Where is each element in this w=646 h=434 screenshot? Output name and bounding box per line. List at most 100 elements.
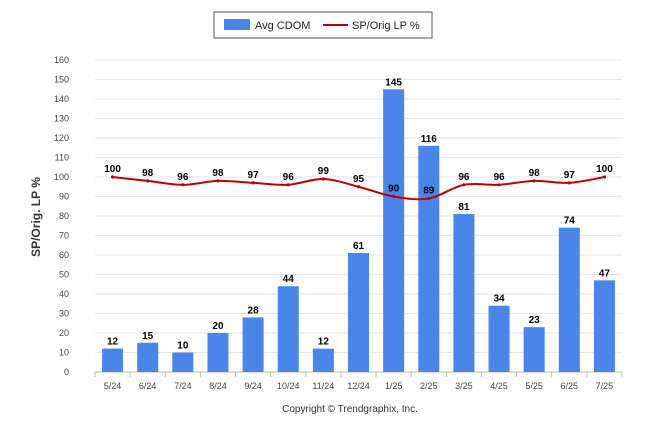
bar-7-25	[593, 280, 615, 372]
bar-value-label: 10	[177, 341, 189, 352]
y-tick-label: 130	[54, 114, 69, 124]
line-value-label: 97	[248, 170, 260, 181]
bar-8-24	[207, 333, 229, 372]
y-tick-label: 50	[59, 270, 69, 280]
legend: Avg CDOM SP/Orig LP %	[213, 11, 433, 39]
line-value-label: 90	[388, 184, 400, 195]
bar-9-24	[242, 317, 264, 372]
bar-11-24	[312, 348, 334, 372]
y-tick-label: 140	[54, 94, 69, 104]
y-tick-label: 160	[54, 55, 69, 65]
line-point	[462, 183, 466, 187]
bar-value-label: 47	[599, 268, 611, 279]
line-point	[181, 183, 185, 187]
bar-value-label: 61	[353, 241, 365, 252]
y-tick-label: 100	[54, 172, 69, 182]
y-tick-label: 110	[55, 153, 69, 163]
x-tick-label: 6/24	[139, 381, 157, 391]
bar-7-24	[172, 352, 194, 372]
bar-series	[102, 89, 615, 372]
legend-swatch-bar	[224, 19, 250, 30]
x-axis-ticks: 5/24 6/24 7/24 8/24 9/24 10/24 11/24 12/24 1/25 2…	[94, 372, 623, 391]
line-point	[251, 181, 255, 185]
y-tick-label: 80	[59, 211, 69, 221]
bar-4-25	[488, 305, 510, 372]
bar-value-label: 74	[564, 216, 576, 227]
y-tick-label: 70	[59, 231, 69, 241]
x-tick-label: 8/24	[209, 381, 227, 391]
x-tick-label: 4/25	[490, 381, 508, 391]
y-tick-label: 30	[59, 309, 69, 319]
y-tick-label: 90	[59, 192, 69, 202]
line-value-label: 100	[596, 164, 613, 175]
bar-12-24	[348, 253, 369, 372]
x-tick-label: 1/25	[385, 381, 403, 391]
bar-6-24	[137, 342, 159, 372]
y-tick-label: 60	[59, 250, 69, 260]
line-value-label: 100	[104, 164, 121, 175]
bar-6-25	[558, 227, 580, 372]
bar-10-24	[277, 286, 299, 372]
bar-value-label: 28	[248, 305, 260, 316]
bar-value-label: 12	[107, 337, 119, 348]
bar-value-label: 44	[283, 274, 295, 285]
line-point	[427, 196, 431, 201]
copyright-credit: Copyright © Trendgraphix, Inc.	[282, 404, 418, 415]
bar-value-label: 145	[385, 77, 402, 88]
line-value-label: 96	[458, 172, 470, 183]
line-point	[532, 179, 536, 183]
y-tick-label: 150	[54, 75, 69, 85]
line-point	[356, 185, 361, 189]
y-tick-label: 40	[59, 289, 69, 299]
line-point	[392, 194, 396, 199]
line-point	[567, 181, 571, 185]
x-tick-label: 3/25	[455, 381, 473, 391]
bar-value-label: 116	[421, 134, 438, 145]
y-tick-label: 10	[59, 348, 69, 358]
y-axis-ticks: 0 10 20 30 40 50 60 70 80 90 100 110 120 130 140 150 160	[54, 55, 69, 377]
bar-value-label: 20	[212, 321, 224, 332]
line-value-label: 89	[423, 185, 435, 196]
y-axis-title: SP/Orig. LP %	[29, 177, 43, 257]
line-value-label: 96	[177, 172, 189, 183]
x-tick-label: 2/25	[420, 381, 438, 391]
bar-5-24	[102, 348, 124, 372]
line-series	[110, 175, 607, 201]
x-tick-label: 5/24	[104, 381, 122, 391]
x-tick-label: 10/24	[277, 381, 300, 391]
line-value-label: 96	[493, 172, 505, 183]
bar-5-25	[523, 327, 545, 372]
bar-3-25	[453, 214, 475, 372]
line-value-label: 98	[142, 168, 154, 179]
line-point	[602, 175, 607, 179]
line-data-labels: 100 98 96 98 97 96 99 95 90 89 96 96 98 97 100	[104, 164, 613, 196]
x-tick-label: 7/24	[174, 381, 192, 391]
legend-box	[213, 11, 433, 39]
x-tick-label: 9/24	[244, 381, 262, 391]
legend-label-bar: Avg CDOM	[255, 20, 310, 32]
line-value-label: 97	[564, 170, 576, 181]
bar-value-label: 81	[458, 202, 470, 213]
line-point	[497, 183, 501, 187]
y-tick-label: 20	[59, 328, 69, 338]
line-point	[286, 183, 290, 187]
x-tick-label: 7/25	[596, 381, 614, 391]
y-tick-label: 120	[54, 133, 69, 143]
x-tick-label: 5/25	[525, 381, 543, 391]
line-point	[146, 179, 150, 183]
bar-value-label: 15	[142, 331, 154, 342]
bar-2-25	[418, 145, 440, 372]
line-point	[216, 179, 220, 183]
bar-value-label: 23	[529, 315, 541, 326]
bar-data-labels: 12 15 10 20 28 44 12 61 145 116 81 34 23 74 47	[107, 77, 610, 351]
line-value-label: 98	[529, 168, 541, 179]
line-point	[110, 175, 115, 179]
line-value-label: 99	[318, 166, 330, 177]
line-point	[321, 177, 325, 181]
bar-value-label: 34	[493, 294, 505, 305]
line-value-label: 98	[212, 168, 224, 179]
legend-label-line: SP/Orig LP %	[352, 20, 420, 32]
line-value-label: 95	[353, 174, 365, 185]
x-tick-label: 11/24	[312, 381, 334, 391]
